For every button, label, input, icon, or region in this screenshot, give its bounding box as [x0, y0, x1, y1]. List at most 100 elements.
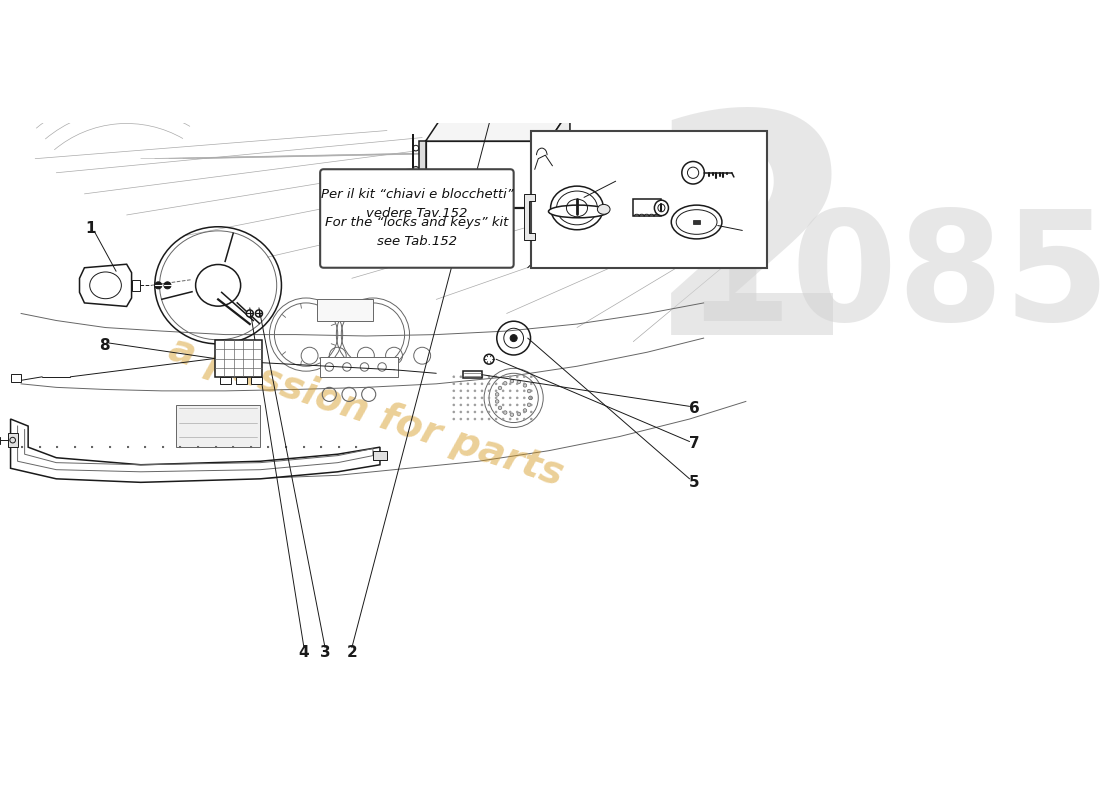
Text: 4: 4: [299, 645, 309, 660]
Circle shape: [502, 382, 504, 385]
Circle shape: [495, 393, 499, 396]
Circle shape: [530, 376, 532, 378]
Circle shape: [255, 310, 263, 317]
Polygon shape: [549, 110, 570, 208]
Text: 9: 9: [615, 171, 626, 186]
Circle shape: [517, 412, 520, 416]
Circle shape: [516, 418, 518, 420]
Circle shape: [524, 404, 526, 406]
Circle shape: [516, 404, 518, 406]
Circle shape: [164, 282, 170, 289]
Circle shape: [495, 404, 497, 406]
Circle shape: [460, 404, 462, 406]
Bar: [317, 299, 373, 321]
Text: a passion for parts: a passion for parts: [164, 330, 568, 494]
Circle shape: [460, 397, 462, 399]
Bar: [320, 357, 397, 377]
Circle shape: [495, 390, 497, 392]
Circle shape: [502, 404, 504, 406]
Circle shape: [509, 404, 512, 406]
Circle shape: [474, 382, 476, 385]
Circle shape: [488, 404, 491, 406]
Circle shape: [481, 397, 483, 399]
Circle shape: [453, 376, 455, 378]
Bar: [220, 377, 231, 384]
Circle shape: [524, 397, 526, 399]
Bar: [235, 377, 248, 384]
Circle shape: [498, 386, 502, 390]
Circle shape: [481, 404, 483, 406]
Text: 5: 5: [690, 475, 700, 490]
Text: 6: 6: [689, 401, 700, 416]
Circle shape: [516, 397, 518, 399]
Circle shape: [502, 411, 504, 413]
Circle shape: [495, 382, 497, 385]
Circle shape: [530, 404, 532, 406]
Circle shape: [488, 382, 491, 385]
Circle shape: [453, 390, 455, 392]
Circle shape: [502, 390, 504, 392]
Circle shape: [510, 334, 517, 342]
Circle shape: [509, 411, 512, 413]
Ellipse shape: [597, 205, 611, 214]
Polygon shape: [463, 371, 482, 378]
Circle shape: [516, 390, 518, 392]
Circle shape: [474, 390, 476, 392]
Circle shape: [466, 382, 469, 385]
Text: 10: 10: [739, 226, 759, 239]
Circle shape: [509, 390, 512, 392]
Circle shape: [488, 376, 491, 378]
Text: Per il kit “chiavi e blocchetti”
vedere Tav.152: Per il kit “chiavi e blocchetti” vedere …: [320, 188, 514, 220]
Circle shape: [524, 409, 527, 412]
Polygon shape: [426, 110, 570, 141]
Circle shape: [530, 411, 532, 413]
Circle shape: [495, 400, 499, 403]
Text: 8: 8: [99, 338, 110, 353]
Circle shape: [453, 418, 455, 420]
Ellipse shape: [654, 200, 669, 216]
Circle shape: [495, 411, 497, 413]
Circle shape: [466, 390, 469, 392]
Circle shape: [453, 411, 455, 413]
FancyBboxPatch shape: [320, 170, 514, 268]
Circle shape: [530, 382, 532, 385]
Circle shape: [474, 404, 476, 406]
Circle shape: [460, 376, 462, 378]
Text: 3: 3: [320, 645, 330, 660]
Circle shape: [529, 396, 532, 400]
Circle shape: [509, 376, 512, 378]
Circle shape: [466, 418, 469, 420]
Ellipse shape: [671, 205, 722, 239]
Text: 1085: 1085: [686, 204, 1100, 353]
Polygon shape: [412, 134, 426, 202]
Circle shape: [498, 406, 502, 410]
Circle shape: [504, 382, 507, 385]
Circle shape: [246, 310, 253, 317]
Polygon shape: [373, 450, 387, 460]
Text: 1: 1: [85, 221, 96, 236]
Circle shape: [516, 376, 518, 378]
Circle shape: [516, 382, 518, 385]
Circle shape: [460, 418, 462, 420]
Circle shape: [453, 404, 455, 406]
Circle shape: [524, 390, 526, 392]
Circle shape: [510, 379, 514, 383]
Circle shape: [488, 390, 491, 392]
Bar: [634, 199, 661, 216]
Circle shape: [488, 397, 491, 399]
Ellipse shape: [549, 205, 608, 218]
Text: For the “locks and keys” kit
see Tab.152: For the “locks and keys” kit see Tab.152: [326, 216, 508, 248]
Circle shape: [527, 403, 531, 406]
Circle shape: [524, 411, 526, 413]
Circle shape: [516, 411, 518, 413]
Circle shape: [453, 397, 455, 399]
Circle shape: [524, 376, 526, 378]
Circle shape: [510, 413, 514, 417]
Circle shape: [504, 410, 507, 414]
Bar: [531, 130, 767, 268]
Bar: [693, 220, 700, 224]
Circle shape: [530, 390, 532, 392]
Circle shape: [481, 390, 483, 392]
Circle shape: [530, 418, 532, 420]
Circle shape: [524, 418, 526, 420]
